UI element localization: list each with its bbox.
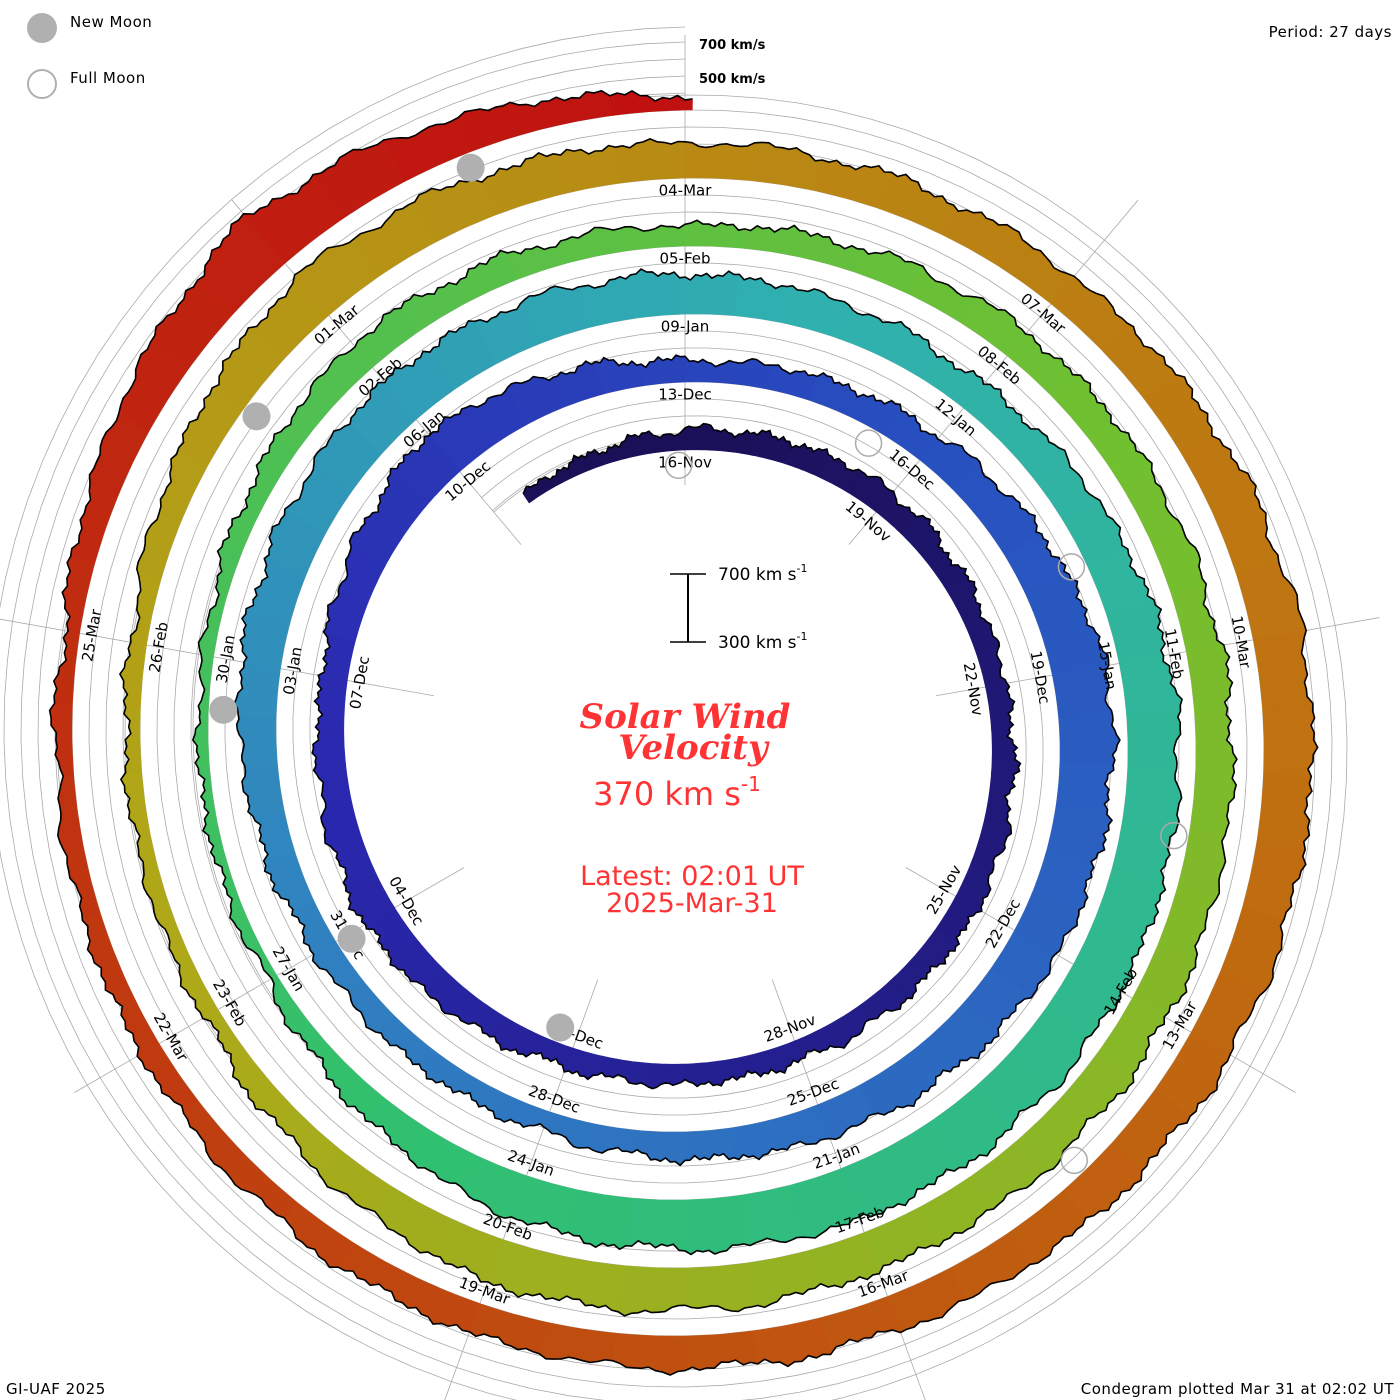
speed-band-segment	[758, 1040, 802, 1075]
speed-band-segment	[595, 357, 644, 395]
new-moon-marker	[242, 402, 271, 431]
speed-band-segment	[232, 1060, 295, 1126]
speed-band-segment	[684, 141, 756, 181]
current-speed: 370 km s-1	[593, 772, 761, 813]
speed-band-segment	[507, 239, 573, 280]
speed-band-segment	[567, 1189, 632, 1250]
full-moon-marker	[854, 429, 883, 457]
speed-band-segment	[617, 1265, 686, 1317]
speed-band-segment	[566, 226, 629, 263]
period-label: Period: 27 days	[1268, 23, 1392, 41]
speed-band-segment	[1122, 765, 1182, 828]
speed-band-segment	[222, 488, 268, 550]
speed-band-segment	[70, 482, 119, 564]
speed-band-segment	[1058, 714, 1121, 766]
new-moon-marker	[456, 153, 485, 182]
speed-band-segment	[1126, 710, 1181, 769]
speed-band-segment	[1256, 773, 1313, 850]
legend-new-moon-label: New Moon	[70, 13, 153, 31]
speed-band-segment	[552, 1255, 624, 1313]
new-moon-marker	[337, 924, 366, 953]
speed-band-segment	[183, 1101, 246, 1174]
title-line2: Velocity	[618, 728, 770, 768]
speed-band-segment	[988, 757, 1021, 797]
legend-full-moon-label: Full Moon	[70, 69, 146, 87]
speed-band-segment	[684, 219, 746, 249]
speed-band-segment	[481, 152, 557, 216]
full-moon-marker	[664, 451, 693, 480]
full-moon-marker	[1060, 1146, 1089, 1175]
speed-band-segment	[136, 512, 181, 584]
speed-band-segment	[648, 427, 686, 454]
speed-band-segment	[222, 875, 252, 932]
legend-full-moon-icon	[27, 69, 57, 99]
scale-bar	[670, 573, 706, 643]
speed-band-segment	[821, 1296, 902, 1356]
date-label: 13-Dec	[658, 386, 712, 404]
latest-time: Latest: 02:01 UT	[580, 861, 804, 892]
speed-band-segment	[546, 145, 621, 196]
speed-band-segment	[1194, 708, 1238, 773]
speed-outline	[48, 89, 1319, 1376]
speed-band-segment	[684, 423, 722, 452]
plotted-label: Condegram plotted Mar 31 at 02:02 UT	[1080, 1380, 1394, 1398]
speed-band-segment	[726, 358, 775, 390]
speed-band-segment	[62, 845, 102, 921]
speed-band-segment	[750, 142, 823, 192]
speed-band-segment	[136, 833, 167, 901]
speed-band-segment	[313, 759, 352, 804]
latest-date: 2025-Mar-31	[606, 888, 778, 919]
speed-band-segment	[1177, 828, 1226, 900]
speed-band-segment	[458, 101, 541, 152]
speed-band-segment	[580, 444, 620, 472]
date-label: 04-Mar	[659, 182, 713, 200]
legend-new-moon-icon	[27, 13, 57, 43]
speed-band-segment	[469, 1303, 548, 1355]
speed-band-segment	[767, 364, 818, 401]
date-label: 09-Jan	[661, 318, 709, 336]
speed-band-segment	[202, 822, 232, 878]
speed-band-segment	[1262, 703, 1318, 777]
radial-gridline	[848, 199, 1139, 545]
speed-band-segment	[49, 702, 75, 777]
full-moon-marker	[1160, 821, 1188, 850]
date-label: 16-Nov	[658, 454, 712, 472]
speed-band-segment	[799, 230, 865, 273]
new-moon-marker	[546, 1013, 575, 1042]
new-moon-marker	[209, 695, 238, 724]
speed-band-segment	[615, 138, 686, 184]
speed-band-segment	[252, 810, 297, 866]
ref-label-700: 700 km/s	[699, 38, 766, 53]
speed-band-segment	[684, 1262, 752, 1312]
speed-band-segment	[684, 1330, 759, 1372]
scale-bottom-label: 300 km s-1	[718, 630, 808, 653]
speed-band-segment	[192, 711, 210, 769]
full-moon-marker	[1057, 553, 1086, 581]
credit-label: GI-UAF 2025	[6, 1380, 106, 1398]
ref-label-500: 500 km/s	[699, 72, 766, 87]
speed-band-segment	[644, 1062, 686, 1089]
speed-band-segment	[522, 476, 558, 504]
speed-band-segment	[604, 1057, 648, 1086]
date-label: 05-Feb	[659, 250, 710, 268]
speed-band-segment	[612, 1332, 686, 1376]
title-line1: Solar Wind	[580, 697, 791, 737]
speed-band-segment	[722, 1052, 765, 1081]
scale-top-label: 700 km s-1	[718, 562, 808, 585]
speed-band-segment	[539, 1322, 617, 1363]
speed-band-segment	[215, 540, 244, 603]
speed-band-segment	[314, 674, 348, 721]
speed-band-segment	[684, 98, 693, 111]
speed-band-segment	[684, 1127, 735, 1161]
speed-band-segment	[534, 90, 613, 130]
speed-band-segment	[730, 1118, 783, 1160]
